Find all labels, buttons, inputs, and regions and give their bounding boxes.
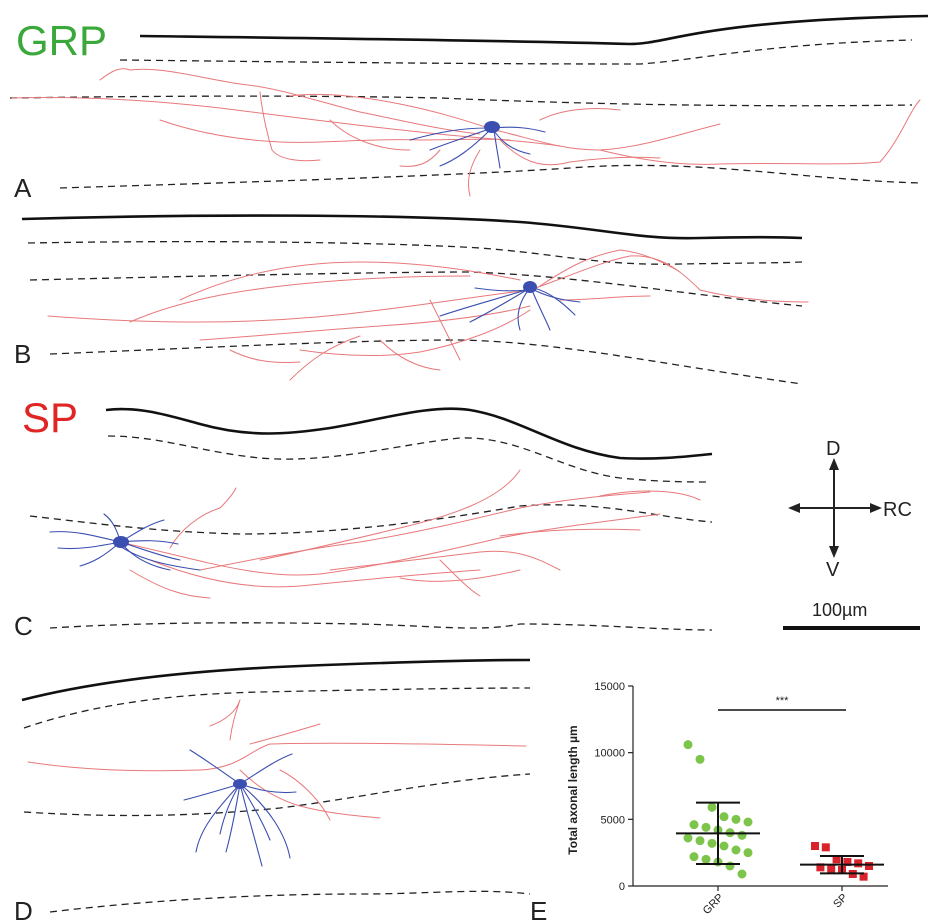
sp-data-point (811, 842, 819, 850)
panel-d: D (14, 658, 531, 924)
panel-b-dorsal-boundary (21, 214, 803, 240)
grp-data-point (743, 848, 753, 858)
panel-c-lamina-line-1 (107, 435, 711, 483)
compass-arrow-right (870, 503, 882, 513)
scale-bar-label: 100µm (812, 600, 867, 620)
y-tick-label: 5000 (601, 814, 625, 826)
panel-a: GRP A (9, 14, 928, 203)
grp-data-point (683, 740, 693, 750)
panel-b-dendrites (439, 287, 581, 331)
grp-data-point (731, 845, 741, 855)
panel-d-lamina-line-1 (23, 687, 531, 729)
panel-c-lamina-line-3 (49, 622, 713, 631)
chart-y-axis-label: Total axonal length µm (566, 725, 580, 854)
sp-data-point (854, 859, 863, 868)
y-tick-label: 15000 (594, 681, 625, 693)
orientation-compass: D V RC (788, 438, 912, 581)
grp-data-point (737, 830, 747, 840)
panel-b-cell-body (523, 281, 537, 293)
panel-e: E Total axonal length µm 0 5000 10000 15000… (530, 681, 888, 924)
panel-a-lamina-line-2 (9, 95, 913, 107)
compass-label-dorsal: D (826, 438, 840, 460)
panel-b-lamina-line-3 (49, 339, 803, 385)
y-tick-label: 10000 (594, 748, 625, 760)
compass-arrow-left (788, 503, 800, 513)
panel-a-lamina-line-3 (59, 164, 923, 189)
panel-letter-e: E (530, 896, 547, 924)
panel-d-dorsal-boundary (21, 658, 531, 702)
grp-data-point (707, 838, 717, 848)
panel-letter-a: A (14, 173, 32, 203)
grp-data-point (719, 812, 729, 822)
scale-bar: 100µm (783, 600, 920, 630)
panel-b-axon-arbor (47, 249, 809, 381)
panel-c-dorsal-boundary (105, 407, 713, 460)
panel-letter-d: D (14, 896, 33, 924)
panel-a-lamina-line-1 (119, 39, 913, 65)
grp-data-point (743, 817, 753, 827)
sp-data-point (816, 863, 825, 872)
sp-data-point (827, 864, 836, 873)
grp-data-point (719, 841, 729, 851)
panel-b-lamina-line-1 (27, 240, 803, 265)
sp-data-point (821, 843, 830, 852)
panel-d-lamina-line-3 (49, 890, 531, 913)
panel-d-lamina-line-2 (23, 773, 531, 817)
compass-arrow-up (829, 458, 839, 470)
grp-data-point (701, 854, 711, 864)
panel-c-cell-body (113, 536, 129, 548)
panel-c-lamina-line-2 (29, 504, 713, 535)
grp-title: GRP (16, 17, 107, 64)
panel-b: B (14, 214, 809, 385)
y-tick-label: 0 (619, 881, 625, 893)
sp-title: SP (22, 394, 78, 441)
grp-data-point (701, 822, 711, 832)
compass-arrow-down (829, 546, 839, 558)
panel-c: SP C (14, 394, 713, 641)
compass-label-ventral: V (826, 559, 840, 581)
grp-data-point (689, 852, 699, 862)
significance-label: *** (776, 695, 790, 707)
grp-data-point (731, 814, 741, 824)
panel-c-axon-arbor (119, 469, 701, 599)
panel-a-dendrites (409, 126, 546, 169)
panel-letter-c: C (14, 611, 33, 641)
sp-data-point (859, 872, 868, 881)
grp-data-point (683, 833, 693, 843)
grp-data-point (725, 861, 735, 871)
grp-data-point (695, 836, 705, 846)
grp-data-point (689, 820, 699, 830)
grp-data-point (707, 802, 717, 812)
grp-data-point (737, 869, 747, 879)
panel-a-cell-body (484, 121, 500, 133)
compass-label-rostrocaudal: RC (883, 499, 912, 521)
grp-data-point (695, 754, 705, 764)
sp-data-point (843, 858, 852, 866)
chart-marks: 0 5000 10000 15000 GRP SP *** (594, 681, 884, 917)
panel-letter-b: B (14, 339, 31, 369)
panel-d-cell-body (233, 779, 247, 789)
panel-a-axon-arbor (11, 68, 921, 197)
x-tick-label: SP (831, 892, 850, 911)
panel-d-axon-arbor (27, 699, 527, 821)
x-tick-label: GRP (701, 892, 726, 917)
sp-data-point (832, 855, 841, 864)
panel-a-dorsal-boundary (139, 14, 928, 46)
sp-data-point (865, 862, 873, 870)
